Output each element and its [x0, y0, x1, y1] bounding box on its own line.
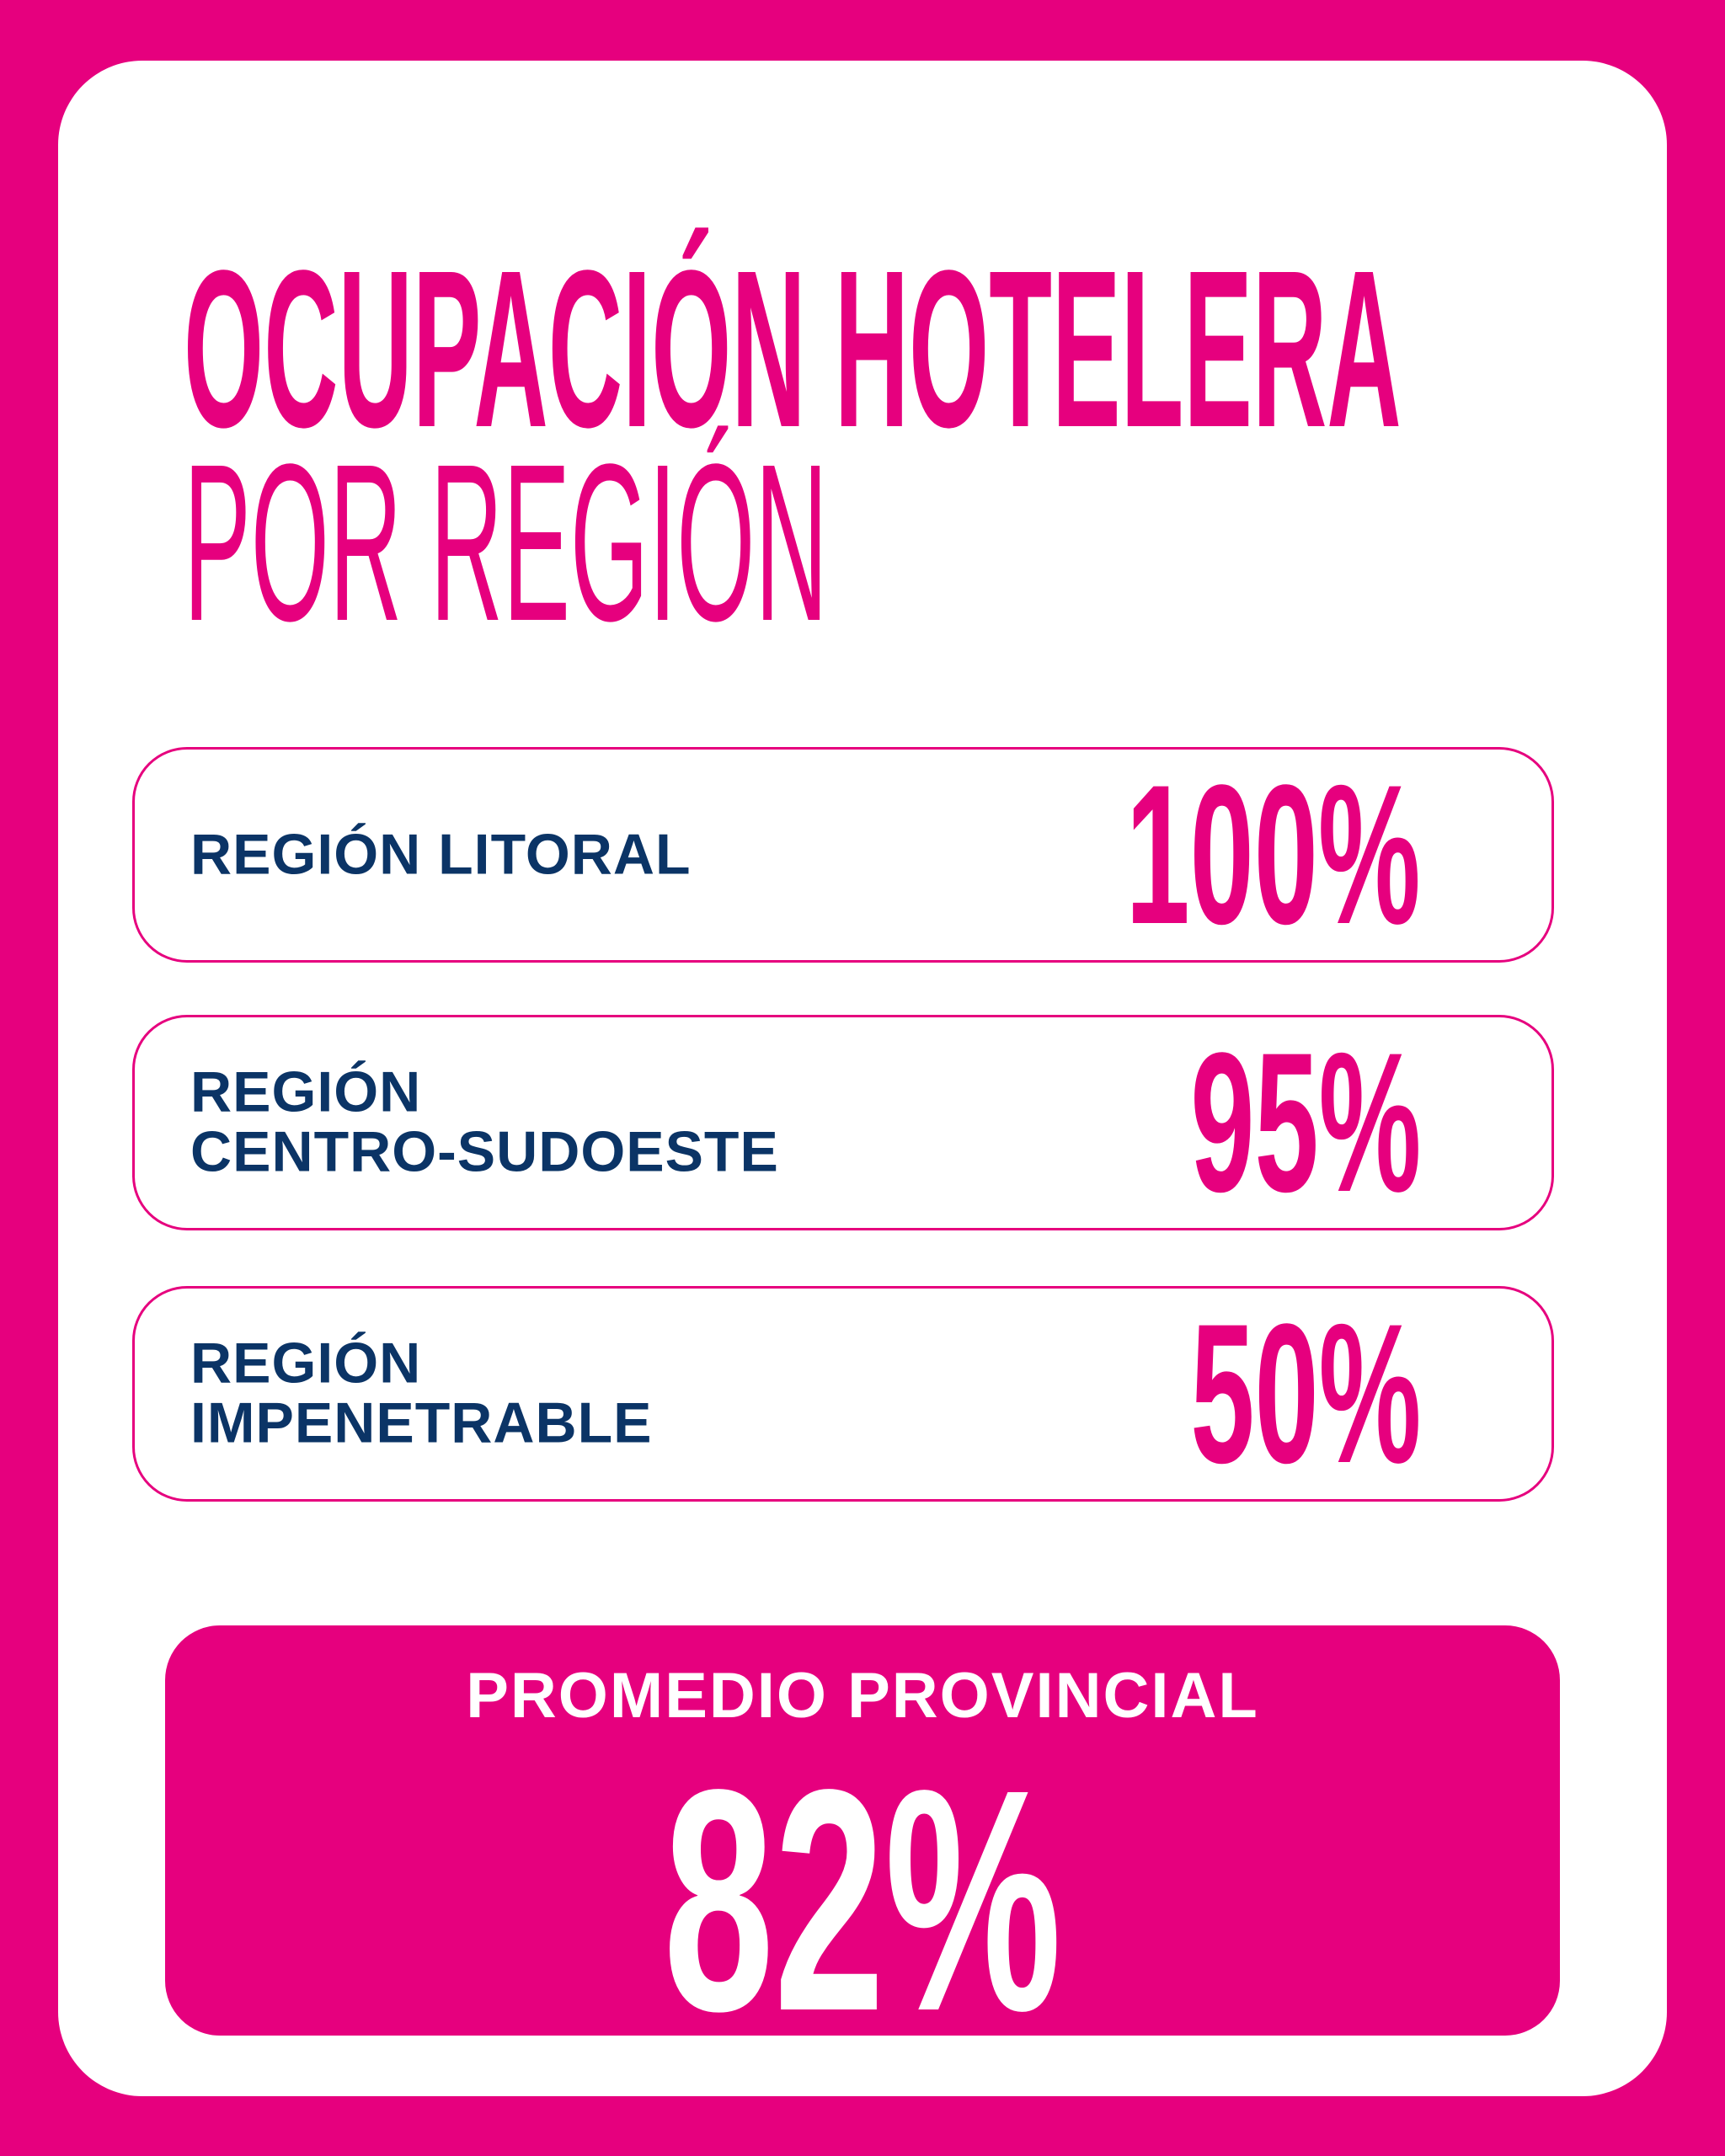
- region-row-litoral: REGIÓN LITORAL 100%: [132, 747, 1554, 963]
- average-value: 82%: [663, 1725, 1062, 2077]
- region-value: 50%: [1190, 1283, 1421, 1505]
- region-label-line2: CENTRO-SUDOESTE: [190, 1120, 779, 1184]
- region-row-centro-sudoeste: REGIÓN CENTRO-SUDOESTE 95%: [132, 1015, 1554, 1230]
- region-label: REGIÓN IMPENETRABLE: [190, 1331, 653, 1455]
- region-label-line2: IMPENETRABLE: [190, 1391, 653, 1455]
- average-label: PROMEDIO PROVINCIAL: [466, 1660, 1259, 1732]
- region-label: REGIÓN LITORAL: [190, 822, 692, 887]
- region-value: 95%: [1190, 1011, 1421, 1234]
- region-label: REGIÓN CENTRO-SUDOESTE: [190, 1059, 779, 1184]
- region-row-impenetrable: REGIÓN IMPENETRABLE 50%: [132, 1286, 1554, 1502]
- title-subtitle: POR REGIÓN: [184, 418, 828, 668]
- region-label-line1: REGIÓN: [190, 1331, 422, 1396]
- title-main: OCUPACIÓN HOTELERA: [184, 224, 1402, 474]
- region-label-line1: REGIÓN: [190, 1059, 422, 1124]
- provincial-average-box: PROMEDIO PROVINCIAL 82%: [165, 1625, 1560, 2059]
- region-value: 100%: [1125, 744, 1421, 966]
